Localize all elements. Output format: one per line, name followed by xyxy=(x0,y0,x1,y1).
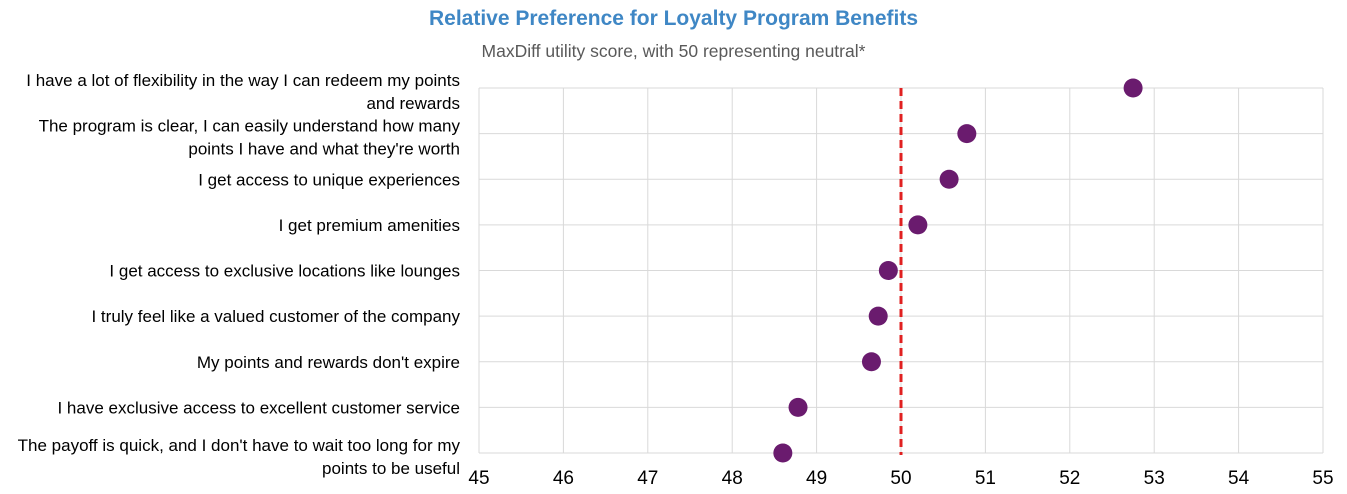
category-label: The payoff is quick, and I don't have to… xyxy=(18,436,461,455)
x-tick-label: 51 xyxy=(975,468,996,489)
category-label: I truly feel like a valued customer of t… xyxy=(91,307,460,326)
category-label: I get access to unique experiences xyxy=(198,170,460,189)
category-label: points to be useful xyxy=(322,459,460,478)
x-tick-label: 48 xyxy=(722,468,743,489)
category-label: I have a lot of flexibility in the way I… xyxy=(26,71,460,90)
x-tick-label: 49 xyxy=(806,468,827,489)
category-label: The program is clear, I can easily under… xyxy=(39,117,461,136)
data-point xyxy=(957,124,977,144)
data-point xyxy=(861,352,881,372)
data-point xyxy=(878,261,898,280)
x-tick-label: 50 xyxy=(890,468,911,489)
category-label: My points and rewards don't expire xyxy=(197,353,460,372)
category-label: and rewards xyxy=(366,94,460,113)
data-point xyxy=(868,306,888,326)
x-tick-label: 46 xyxy=(553,468,574,489)
chart-title: Relative Preference for Loyalty Program … xyxy=(428,7,918,30)
category-label: points I have and what they're worth xyxy=(188,140,460,159)
x-tick-label: 55 xyxy=(1312,468,1333,489)
x-tick-label: 54 xyxy=(1228,468,1250,489)
category-label: I have exclusive access to excellent cus… xyxy=(57,398,460,417)
data-point xyxy=(773,443,793,463)
data-point xyxy=(788,397,808,417)
x-tick-label: 45 xyxy=(468,468,489,489)
x-tick-label: 47 xyxy=(637,468,658,489)
data-point xyxy=(939,169,959,189)
data-point xyxy=(1123,78,1143,98)
x-tick-label: 52 xyxy=(1059,468,1080,489)
category-label: I get access to exclusive locations like… xyxy=(109,262,460,281)
category-label: I get premium amenities xyxy=(279,216,460,235)
chart-subtitle: MaxDiff utility score, with 50 represent… xyxy=(481,41,866,61)
data-point xyxy=(908,215,928,235)
x-tick-label: 53 xyxy=(1144,468,1165,489)
